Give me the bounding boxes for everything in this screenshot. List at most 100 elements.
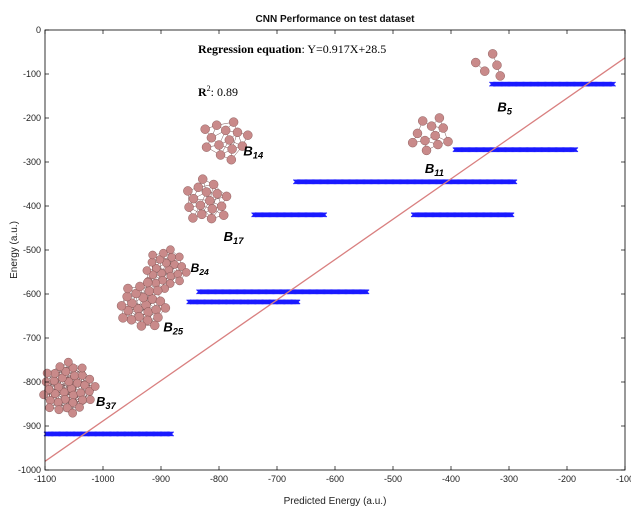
cluster-atom xyxy=(206,133,217,143)
cluster-label-b5: B5 xyxy=(497,99,512,116)
cluster-atom xyxy=(232,127,243,138)
cluster-image-b37 xyxy=(39,357,100,418)
cluster-atom xyxy=(208,179,219,190)
cluster-atom xyxy=(167,253,177,262)
cluster-atom xyxy=(126,315,137,325)
cluster-atom xyxy=(206,213,217,224)
cluster-atom xyxy=(430,130,440,141)
cluster-atom xyxy=(42,368,52,378)
data-point xyxy=(295,299,301,305)
cluster-atom xyxy=(183,186,193,196)
cluster-atom xyxy=(162,258,171,268)
cluster-atom xyxy=(480,66,490,76)
plot-frame xyxy=(44,29,626,471)
y-tick-label: -200 xyxy=(23,113,41,123)
cluster-atom xyxy=(77,363,87,373)
cluster-atom xyxy=(70,371,79,381)
cluster-atom xyxy=(214,140,224,150)
cluster-atom xyxy=(50,369,60,378)
y-axis-label: Energy (a.u.) xyxy=(9,221,20,279)
cluster-label-b25: B25 xyxy=(163,319,184,336)
chart-title: CNN Performance on test dataset xyxy=(256,14,416,25)
cluster-atom xyxy=(166,245,175,254)
cluster-atom xyxy=(144,286,155,296)
cluster-label-base: B xyxy=(497,99,506,114)
cluster-label-subscript: 25 xyxy=(172,326,184,336)
regression-line xyxy=(44,57,626,462)
r-squared-superscript: 2 xyxy=(207,84,211,93)
cluster-atom xyxy=(220,125,231,136)
data-point xyxy=(363,289,369,295)
y-tick-label: -600 xyxy=(23,289,41,299)
cluster-label-base: B xyxy=(224,229,233,244)
data-point xyxy=(168,431,174,437)
cluster-atom xyxy=(182,268,191,277)
cluster-atom xyxy=(487,49,498,59)
cluster-atom xyxy=(495,71,505,81)
cluster-atom xyxy=(201,187,212,197)
cluster-atom xyxy=(228,117,239,127)
y-tick-label: -100 xyxy=(23,69,41,79)
x-axis-label: Predicted Energy (a.u.) xyxy=(284,496,387,507)
regression-equation: Regression equation: Y=0.917X+28.5 xyxy=(198,42,386,56)
cluster-atom xyxy=(177,262,186,271)
cluster-image-b14 xyxy=(200,117,253,165)
marker-series xyxy=(452,147,579,153)
cluster-label-subscript: 5 xyxy=(507,106,513,116)
cluster-atom xyxy=(136,321,147,331)
cluster-atom xyxy=(80,380,90,390)
marker-series xyxy=(293,179,518,185)
y-tick-label: 0 xyxy=(36,25,41,35)
cluster-atom xyxy=(418,116,428,126)
cluster-atom xyxy=(54,405,64,415)
x-tick-label: -600 xyxy=(326,474,344,484)
data-point xyxy=(511,179,517,185)
cluster-atom xyxy=(72,378,82,388)
data-point xyxy=(322,212,328,218)
y-axis: 0 -100 -200 -300 -400 -500 -600 -700 -800 -900 -10… xyxy=(18,25,625,475)
cluster-atom xyxy=(215,150,226,160)
cluster-atom xyxy=(61,367,71,376)
cluster-atom xyxy=(142,315,153,326)
data-point xyxy=(609,81,615,87)
marker-series xyxy=(489,81,616,87)
cluster-images xyxy=(39,49,505,418)
r-squared-value: : 0.89 xyxy=(211,85,238,99)
cluster-atom xyxy=(151,305,161,315)
cluster-atom xyxy=(433,139,443,150)
cluster-atom xyxy=(226,155,237,165)
cluster-atom xyxy=(170,260,179,269)
x-tick-label: -400 xyxy=(442,474,460,484)
cluster-atom xyxy=(201,142,212,152)
cluster-atom xyxy=(155,296,166,306)
cluster-atom xyxy=(39,390,48,400)
cluster-atom xyxy=(53,397,63,407)
cluster-atom xyxy=(138,292,148,303)
cluster-atom xyxy=(147,257,157,267)
cluster-atom xyxy=(175,276,184,286)
cluster-atom xyxy=(421,145,432,156)
cluster-label-b17: B17 xyxy=(224,229,245,246)
cluster-atom xyxy=(152,285,163,296)
cluster-atom xyxy=(63,357,73,367)
cluster-atom xyxy=(50,389,60,399)
cluster-atom xyxy=(49,376,59,386)
x-tick-label: -900 xyxy=(152,474,170,484)
cluster-atom xyxy=(221,191,232,202)
cluster-atom xyxy=(68,398,78,408)
cluster-atom xyxy=(471,57,481,68)
cluster-atom xyxy=(122,291,132,302)
cluster-label-b37: B37 xyxy=(96,394,117,411)
y-tick-label: -1000 xyxy=(18,465,41,475)
y-tick-label: -300 xyxy=(23,157,41,167)
cluster-atom xyxy=(443,136,453,147)
cluster-atom xyxy=(116,301,127,311)
cluster-atom xyxy=(151,278,161,288)
x-tick-label: -100 xyxy=(616,474,631,484)
cluster-atom xyxy=(68,363,78,373)
cluster-atom xyxy=(148,270,158,280)
marker-series xyxy=(186,299,301,305)
data-point xyxy=(509,212,515,218)
